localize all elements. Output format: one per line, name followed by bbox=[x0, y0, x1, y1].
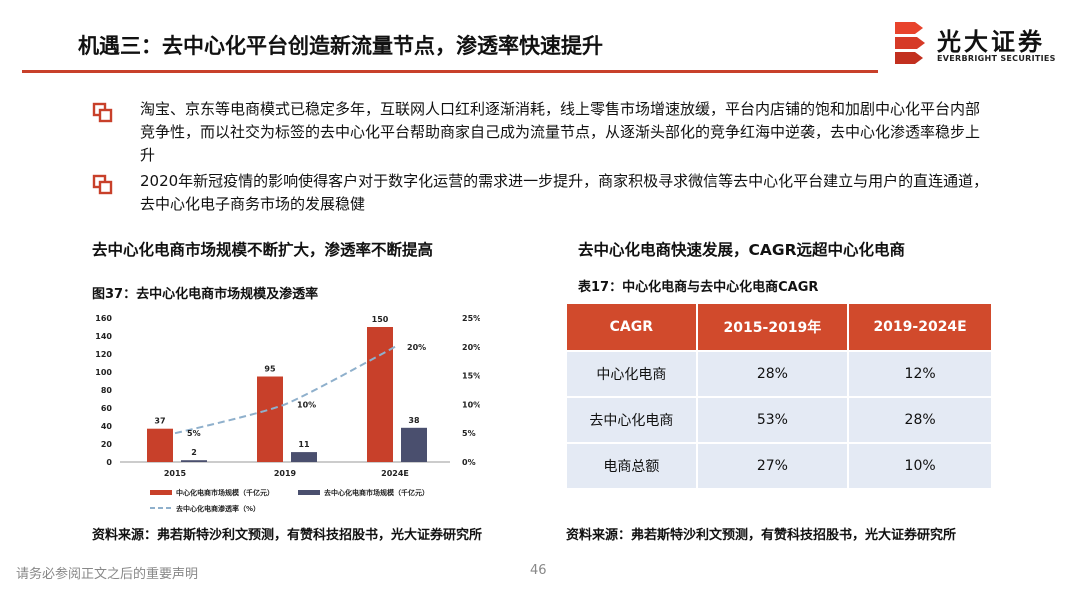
line-value-label: 20% bbox=[407, 343, 426, 352]
y-axis-tick-label: 160 bbox=[95, 314, 112, 323]
y-axis-tick-label: 40 bbox=[101, 422, 113, 431]
bullet-square-icon bbox=[92, 174, 113, 195]
disclaimer-footer: 请务必参阅正文之后的重要声明 bbox=[16, 567, 199, 582]
right-source-note: 资料来源：弗若斯特沙利文预测，有赞科技招股书，光大证券研究所 bbox=[566, 528, 957, 543]
y-axis-tick-label: 140 bbox=[95, 332, 112, 341]
cagr-table: CAGR 2015-2019年 2019-2024E 中心化电商 28% 12%… bbox=[567, 304, 991, 488]
bullet-text: 淘宝、京东等电商模式已稳定多年，互联网人口红利逐渐消耗，线上零售市场增速放缓，平… bbox=[140, 100, 981, 164]
table-header-cell: CAGR bbox=[567, 304, 698, 350]
logo-chinese-name: 光大证券 bbox=[937, 28, 1045, 56]
legend-label: 去中心化电商渗透率（%） bbox=[176, 504, 260, 513]
figure-title: 图37：去中心化电商市场规模及渗透率 bbox=[92, 287, 319, 302]
bar-centralized bbox=[147, 428, 173, 462]
bullet-list: 淘宝、京东等电商模式已稳定多年，互联网人口红利逐渐消耗，线上零售市场增速放缓，平… bbox=[92, 98, 992, 216]
bar-value-label: 95 bbox=[264, 365, 276, 374]
left-section-heading: 去中心化电商市场规模不断扩大，渗透率不断提高 bbox=[92, 241, 434, 259]
y-axis-tick-label: 0 bbox=[106, 458, 112, 467]
x-axis-category-label: 2024E bbox=[381, 469, 409, 478]
table-cell: 电商总额 bbox=[567, 442, 698, 488]
table-header-cell: 2019-2024E bbox=[849, 304, 991, 350]
table-cell: 10% bbox=[849, 442, 991, 488]
bar-decentralized bbox=[291, 452, 317, 462]
y-axis-tick-label: 120 bbox=[95, 350, 112, 359]
legend-label: 去中心化电商市场规模（千亿元） bbox=[324, 488, 429, 497]
bar-value-label: 2 bbox=[191, 448, 197, 457]
y-axis-tick-label: 80 bbox=[101, 386, 113, 395]
table-row: 中心化电商 28% 12% bbox=[567, 350, 991, 396]
table-cell: 去中心化电商 bbox=[567, 396, 698, 442]
right-section-heading: 去中心化电商快速发展，CAGR远超中心化电商 bbox=[578, 241, 906, 259]
bar-value-label: 38 bbox=[408, 416, 420, 425]
table-cell: 27% bbox=[697, 442, 850, 488]
table-row: 去中心化电商 53% 28% bbox=[567, 396, 991, 442]
table-header-cell: 2015-2019年 bbox=[697, 304, 850, 350]
table-cell: 53% bbox=[697, 396, 850, 442]
bar-decentralized bbox=[181, 460, 207, 462]
y2-axis-tick-label: 10% bbox=[462, 400, 480, 409]
table-cell: 中心化电商 bbox=[567, 350, 698, 396]
y2-axis-tick-label: 25% bbox=[462, 314, 480, 323]
title-divider bbox=[22, 70, 878, 73]
y-axis-tick-label: 100 bbox=[95, 368, 112, 377]
table-row: 电商总额 27% 10% bbox=[567, 442, 991, 488]
table-header-row: CAGR 2015-2019年 2019-2024E bbox=[567, 304, 991, 350]
everbright-logo: 光大证券 EVERBRIGHT SECURITIES bbox=[893, 20, 1063, 72]
legend-swatch-centralized bbox=[150, 490, 172, 495]
x-axis-category-label: 2015 bbox=[164, 469, 187, 478]
y2-axis-tick-label: 0% bbox=[462, 458, 476, 467]
left-source-note: 资料来源：弗若斯特沙利文预测，有赞科技招股书，光大证券研究所 bbox=[92, 528, 483, 543]
bar-decentralized bbox=[401, 427, 427, 462]
table-title: 表17：中心化电商与去中心化电商CAGR bbox=[578, 280, 819, 295]
bar-value-label: 150 bbox=[372, 315, 389, 324]
table-cell: 28% bbox=[697, 350, 850, 396]
y2-axis-tick-label: 5% bbox=[462, 429, 476, 438]
bullet-item: 2020年新冠疫情的影响使得客户对于数字化运营的需求进一步提升，商家积极寻求微信… bbox=[92, 170, 992, 216]
bar-centralized bbox=[367, 327, 393, 462]
market-size-chart: 0204060801001201401600%5%10%15%20%25%372… bbox=[95, 314, 480, 513]
line-value-label: 10% bbox=[297, 400, 316, 409]
bar-centralized bbox=[257, 376, 283, 462]
x-axis-category-label: 2019 bbox=[274, 469, 297, 478]
table-cell: 28% bbox=[849, 396, 991, 442]
penetration-rate-line bbox=[174, 345, 396, 435]
bar-value-label: 37 bbox=[154, 417, 165, 426]
logo-english-name: EVERBRIGHT SECURITIES bbox=[937, 54, 1056, 63]
y2-axis-tick-label: 20% bbox=[462, 343, 480, 352]
legend-swatch-decentralized bbox=[298, 490, 320, 495]
bar-value-label: 11 bbox=[298, 440, 310, 449]
page-number: 46 bbox=[530, 563, 547, 578]
y-axis-tick-label: 60 bbox=[101, 404, 113, 413]
bullet-item: 淘宝、京东等电商模式已稳定多年，互联网人口红利逐渐消耗，线上零售市场增速放缓，平… bbox=[92, 98, 992, 167]
bullet-text: 2020年新冠疫情的影响使得客户对于数字化运营的需求进一步提升，商家积极寻求微信… bbox=[140, 172, 989, 213]
legend-label: 中心化电商市场规模（千亿元） bbox=[176, 488, 274, 497]
table-cell: 12% bbox=[849, 350, 991, 396]
y2-axis-tick-label: 15% bbox=[462, 372, 480, 381]
everbright-logo-icon bbox=[895, 22, 925, 64]
bullet-square-icon bbox=[92, 102, 113, 123]
y-axis-tick-label: 20 bbox=[101, 440, 113, 449]
line-value-label: 5% bbox=[187, 429, 201, 438]
page-title: 机遇三：去中心化平台创造新流量节点，渗透率快速提升 bbox=[78, 34, 603, 58]
